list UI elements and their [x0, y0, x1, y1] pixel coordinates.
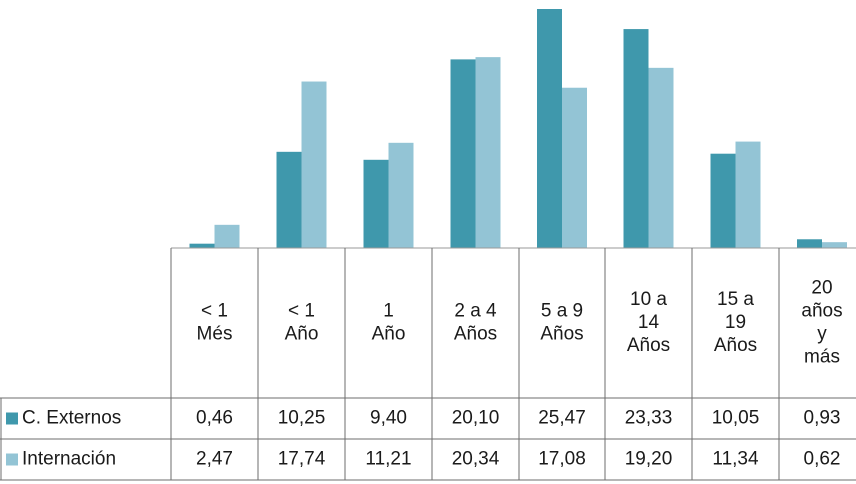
- legend-label-1: Internación: [22, 449, 116, 470]
- bars-layer: [189, 9, 847, 249]
- value-label-1-3: 20,34: [452, 449, 500, 470]
- bar-externos-2: [363, 159, 389, 248]
- category-label-2-1: Año: [372, 324, 406, 345]
- legend-label-0: C. Externos: [22, 408, 121, 429]
- category-label-6-0: 15 a: [717, 289, 754, 310]
- category-label-0-1: Més: [197, 324, 233, 345]
- category-label-7-0: 20: [811, 278, 832, 299]
- bar-externos-5: [623, 29, 649, 249]
- value-label-1-5: 19,20: [625, 449, 673, 470]
- category-label-5-2: Años: [627, 335, 670, 356]
- bar-externos-3: [450, 59, 476, 249]
- value-label-0-2: 9,40: [370, 408, 407, 429]
- bar-externos-7: [797, 239, 822, 248]
- value-label-1-4: 17,08: [538, 449, 586, 470]
- value-label-0-0: 0,46: [196, 408, 233, 429]
- category-label-2-0: 1: [383, 301, 394, 322]
- bar-internacion-7: [822, 242, 847, 248]
- value-label-0-6: 10,05: [712, 408, 760, 429]
- bar-internacion-6: [735, 141, 761, 248]
- category-label-3-0: 2 a 4: [454, 301, 497, 322]
- bar-externos-4: [537, 9, 562, 248]
- value-label-1-6: 11,34: [712, 449, 759, 470]
- category-label-4-0: 5 a 9: [541, 301, 583, 322]
- bar-internacion-0: [214, 224, 240, 248]
- bar-internacion-1: [301, 81, 327, 248]
- value-label-1-0: 2,47: [196, 449, 233, 470]
- category-label-7-3: más: [804, 347, 840, 368]
- category-label-1-0: < 1: [288, 301, 315, 322]
- value-label-1-2: 11,21: [365, 449, 411, 470]
- bar-internacion-2: [388, 142, 414, 248]
- bar-externos-0: [189, 243, 215, 248]
- category-label-6-2: Años: [714, 335, 757, 356]
- bar-internacion-5: [648, 67, 674, 248]
- value-label-0-4: 25,47: [538, 408, 586, 429]
- legend-key-0: [6, 412, 18, 425]
- bar-internacion-4: [562, 87, 587, 249]
- category-label-0-0: < 1: [201, 301, 228, 322]
- category-label-7-2: y: [817, 324, 827, 345]
- category-label-3-1: Años: [454, 324, 497, 345]
- value-label-0-5: 23,33: [625, 408, 673, 429]
- category-label-5-1: 14: [638, 312, 660, 333]
- value-label-0-1: 10,25: [278, 408, 326, 429]
- legend-key-1: [6, 453, 18, 466]
- category-label-4-1: Años: [540, 324, 583, 345]
- value-label-0-3: 20,10: [452, 408, 500, 429]
- value-label-1-7: 0,62: [804, 449, 841, 470]
- value-label-1-1: 17,74: [278, 449, 326, 470]
- bar-externos-1: [276, 151, 302, 248]
- value-label-0-7: 0,93: [804, 408, 841, 429]
- category-label-5-0: 10 a: [630, 289, 667, 310]
- bar-externos-6: [710, 153, 736, 248]
- category-label-1-1: Año: [285, 324, 319, 345]
- category-label-7-1: años: [801, 301, 842, 322]
- category-label-6-1: 19: [725, 312, 746, 333]
- bar-internacion-3: [475, 57, 501, 248]
